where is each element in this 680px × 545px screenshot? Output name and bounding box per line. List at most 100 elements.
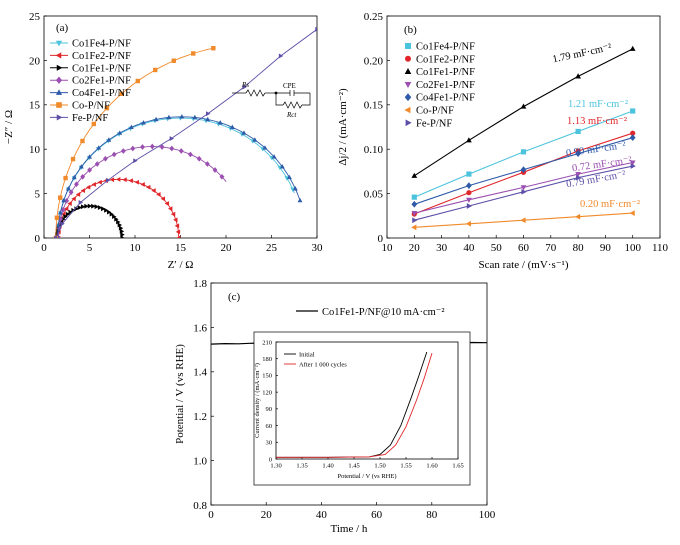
- legend-label: Co2Fe1-P/NF: [416, 80, 475, 91]
- nyquist-point: [109, 177, 115, 183]
- nyquist-point: [153, 67, 158, 73]
- y-tick-label: 0.05: [364, 188, 384, 200]
- legend-label: Co2Fe1-P/NF: [72, 76, 131, 87]
- nyquist-point: [67, 201, 72, 206]
- cdl-point: [411, 172, 418, 178]
- inset-legend-label: After 1 000 cycles: [299, 362, 347, 369]
- x-tick-label: 100: [624, 242, 641, 254]
- y-tick-label: 60: [266, 423, 273, 430]
- y-tick-label: 0: [269, 456, 272, 463]
- cdl-point: [466, 137, 472, 143]
- legend-marker: [56, 102, 62, 108]
- y-tick-label: 0.15: [364, 100, 384, 112]
- nyquist-point: [156, 192, 161, 197]
- nyquist-point: [74, 181, 79, 188]
- inset-frame: [253, 331, 471, 486]
- x-tick-label: 80: [426, 509, 438, 521]
- nyquist-point: [94, 161, 100, 167]
- cdl-point: [411, 200, 418, 208]
- legend-label: Co1Fe2-P/NF: [416, 54, 475, 65]
- nyquist-point: [169, 145, 175, 152]
- cdl-point: [575, 171, 581, 178]
- polarization-inset: 1.30 1.35 1.40 1.45 1.50 1.55 1.60 1.65 0 30 60 90 1…: [254, 339, 464, 480]
- y-axis-label: Potential / V (vs RHE): [174, 344, 186, 444]
- cdl-point: [520, 217, 526, 224]
- x-tick-label: 20: [221, 242, 233, 254]
- cdl-point: [466, 197, 472, 203]
- nyquist-point: [175, 229, 181, 235]
- nyquist-point: [120, 148, 126, 154]
- x-axis-label: Time / h: [331, 523, 368, 535]
- rs-label: Rs: [241, 81, 249, 89]
- legend-marker: [56, 114, 63, 121]
- nyquist-point: [80, 204, 86, 210]
- x-tick-label: 15: [175, 242, 187, 254]
- nyquist-point: [133, 158, 138, 164]
- cdl-point: [466, 190, 472, 196]
- nyquist-point: [91, 182, 96, 187]
- nyquist-point: [191, 51, 196, 56]
- nyquist-point: [56, 225, 62, 232]
- cdl-point: [520, 103, 527, 109]
- nyquist-point: [212, 167, 218, 173]
- nyquist-point: [104, 105, 110, 111]
- nyquist-point: [111, 151, 117, 158]
- nyquist-point: [187, 151, 193, 158]
- nyquist-point: [117, 222, 123, 228]
- legend-marker: [404, 82, 412, 88]
- cdl-point: [520, 149, 527, 155]
- nyquist-point: [241, 130, 247, 135]
- nyquist-point: [80, 173, 86, 180]
- nyquist-point: [55, 222, 61, 228]
- nyquist-point: [192, 114, 198, 120]
- nyquist-point: [70, 156, 76, 162]
- x-tick-label: 1.45: [348, 463, 359, 470]
- nyquist-point: [278, 53, 284, 59]
- cdl-point: [412, 217, 418, 224]
- y-tick-label: 5: [35, 188, 41, 200]
- x-tick-label: 1.65: [452, 463, 463, 470]
- nyquist-point: [103, 155, 108, 162]
- x-tick-label: 70: [545, 242, 557, 254]
- slope-label: 1.13 mF·cm⁻²: [567, 116, 627, 127]
- nyquist-point: [65, 211, 71, 217]
- y-tick-label: 210: [262, 339, 272, 346]
- nyquist-point: [196, 155, 202, 162]
- nyquist-point: [84, 203, 89, 209]
- nyquist-point: [61, 197, 67, 203]
- nyquist-point: [128, 178, 133, 184]
- nyquist-point: [109, 211, 115, 217]
- rct-label: Rct: [286, 111, 297, 119]
- nyquist-point: [57, 210, 63, 215]
- legend-marker: [55, 52, 62, 59]
- nyquist-point: [60, 206, 66, 213]
- panel-label: (b): [404, 24, 417, 36]
- nyquist-point: [106, 137, 112, 142]
- panel-label: (a): [56, 22, 69, 34]
- x-tick-label: 20: [409, 242, 421, 254]
- legend-label: Co4Fe1-P/NF: [72, 88, 131, 99]
- cdl-point: [575, 73, 581, 79]
- cdl-point: [574, 213, 581, 220]
- nyquist-point: [106, 209, 112, 215]
- legend-marker: [404, 106, 411, 114]
- nyquist-plot: 0 5 10 15 20 25 30 0 5 10 15 20 25 (a) Z′ / Ω −Z″ / Ω Co…: [3, 11, 323, 271]
- legend-label: Fe-P/NF: [72, 113, 108, 124]
- nyquist-point: [167, 206, 173, 212]
- x-tick-label: 60: [371, 509, 383, 521]
- x-tick-label: 90: [600, 242, 612, 254]
- nyquist-point: [54, 235, 59, 238]
- x-tick-label: 1.40: [322, 463, 333, 470]
- nyquist-point: [114, 216, 119, 222]
- legend-label: Co1Fe1-P/NF: [416, 67, 475, 78]
- nyquist-point: [151, 188, 156, 194]
- x-axis-label: Scan rate / (mV·s⁻¹): [478, 259, 568, 271]
- nyquist-point: [179, 114, 185, 119]
- cdl-plot: 10 20 30 40 50 60 70 80 90 100 110 0 0.05 0.10 0.15 0.2…: [337, 11, 669, 271]
- nyquist-line: [56, 205, 123, 238]
- slope-label: 0.20 mF·cm⁻²: [580, 199, 640, 210]
- y-tick-label: 15: [29, 100, 41, 112]
- y-tick-label: 150: [262, 373, 272, 380]
- nyquist-point: [146, 184, 151, 190]
- nyquist-point: [173, 217, 178, 223]
